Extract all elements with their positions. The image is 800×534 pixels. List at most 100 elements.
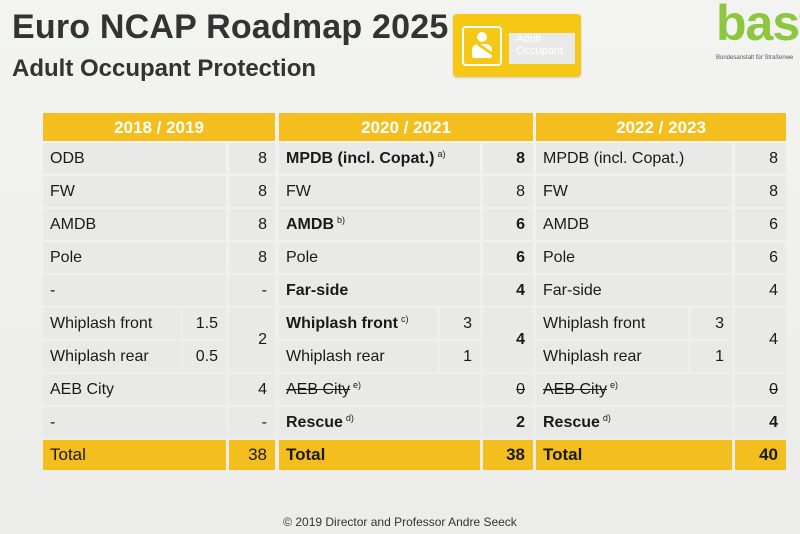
row-value: - (229, 275, 275, 306)
row-value: 8 (735, 176, 786, 207)
row-value: 8 (229, 242, 275, 273)
table-row: AMDB 8 (43, 209, 275, 240)
footnote-marker: b) (337, 215, 346, 225)
row-label: Pole (43, 242, 226, 273)
row-value: 4 (735, 308, 786, 372)
row-subvalue: 1.5 (183, 308, 226, 339)
table-row: ODB 8 (43, 143, 275, 174)
table-row: FW 8 (43, 176, 275, 207)
row-subvalue: 3 (691, 308, 732, 339)
row-value: 2 (229, 308, 275, 372)
table-row: Rescue d) 4 (536, 407, 786, 438)
row-value: 6 (735, 209, 786, 240)
total-label: Total (536, 440, 732, 470)
row-value: 2 (483, 407, 533, 438)
row-value: 4 (735, 275, 786, 306)
row-subvalue: 1 (440, 341, 480, 372)
column-2020-2021: 2020 / 2021 MPDB (incl. Copat.) a) 8 FW 8… (279, 113, 533, 470)
table-row: AMDB b) 6 (279, 209, 533, 240)
total-label: Total (43, 440, 226, 470)
footnote-marker: d) (345, 413, 354, 423)
row-subvalue: 3 (440, 308, 480, 339)
row-value: - (229, 407, 275, 438)
table-row: AEB City 4 (43, 374, 275, 405)
row-value: 0 (735, 374, 786, 405)
row-value: 8 (483, 143, 533, 174)
footnote-marker: d) (602, 413, 611, 423)
row-value: 4 (483, 308, 533, 372)
row-label: Whiplash rear (279, 341, 437, 372)
row-value: 6 (483, 209, 533, 240)
row-label: Rescue d) (279, 407, 480, 438)
row-value: 8 (229, 209, 275, 240)
column-header: 2022 / 2023 (536, 113, 786, 143)
row-value: 4 (735, 407, 786, 438)
column-2022-2023: 2022 / 2023 MPDB (incl. Copat.) 8 FW 8 A… (536, 113, 786, 470)
table-row: Pole 8 (43, 242, 275, 273)
table-row: MPDB (incl. Copat.) a) 8 (279, 143, 533, 174)
row-label: FW (43, 176, 226, 207)
row-label: Whiplash front c) (279, 308, 437, 339)
table-row: Far-side 4 (536, 275, 786, 306)
row-value: 6 (735, 242, 786, 273)
table-row-whiplash: Whiplash front 3 Whiplash rear 1 4 (536, 308, 786, 372)
row-label: AMDB (43, 209, 226, 240)
row-value: 8 (483, 176, 533, 207)
row-label: Whiplash front (43, 308, 181, 339)
row-label: Whiplash front (536, 308, 688, 339)
row-label: Whiplash rear (43, 341, 181, 372)
adult-occupant-badge: Adult Occupant (453, 14, 581, 77)
row-label: Far-side (536, 275, 732, 306)
table-row: MPDB (incl. Copat.) 8 (536, 143, 786, 174)
logo-tagline: Bundesanstalt für Straßenwe (716, 55, 794, 61)
row-value: 8 (735, 143, 786, 174)
row-label: Pole (279, 242, 480, 273)
table-row: - - (43, 275, 275, 306)
footnote-marker: e) (610, 380, 619, 390)
footnote-marker: e) (353, 380, 362, 390)
row-label: Far-side (279, 275, 480, 306)
column-header: 2018 / 2019 (43, 113, 275, 143)
table-row: AMDB 6 (536, 209, 786, 240)
table-row-whiplash: Whiplash front 1.5 Whiplash rear 0.5 2 (43, 308, 275, 372)
row-label: AEB City (43, 374, 226, 405)
row-label: ODB (43, 143, 226, 174)
badge-label: Adult Occupant (509, 33, 575, 64)
footer-copyright: © 2019 Director and Professor Andre Seec… (283, 515, 517, 529)
table-row: - - (43, 407, 275, 438)
bast-logo: bast Bundesanstalt für Straßenwe (716, 0, 800, 70)
slide-subtitle: Adult Occupant Protection (12, 55, 317, 82)
seatbelt-occupant-icon (462, 26, 502, 66)
footnote-marker: c) (400, 314, 409, 324)
row-label: FW (279, 176, 480, 207)
row-label: AEB City e) (279, 374, 480, 405)
row-label: Pole (536, 242, 732, 273)
table-row: FW 8 (536, 176, 786, 207)
table-row-whiplash: Whiplash front c) 3 Whiplash rear 1 4 (279, 308, 533, 372)
row-value: 4 (483, 275, 533, 306)
total-value: 38 (229, 440, 275, 470)
table-row: Far-side 4 (279, 275, 533, 306)
row-value: 6 (483, 242, 533, 273)
logo-word: bast (716, 0, 800, 51)
footnote-marker: a) (437, 149, 446, 159)
table-row: Pole 6 (536, 242, 786, 273)
row-value: 0 (483, 374, 533, 405)
row-label: Whiplash rear (536, 341, 688, 372)
row-label: AMDB b) (279, 209, 480, 240)
row-subvalue: 1 (691, 341, 732, 372)
row-value: 8 (229, 143, 275, 174)
total-row: Total 38 (279, 440, 533, 470)
table-row: AEB City e) 0 (279, 374, 533, 405)
row-label: - (43, 407, 226, 438)
table-row: FW 8 (279, 176, 533, 207)
table-row: AEB City e) 0 (536, 374, 786, 405)
row-value: 4 (229, 374, 275, 405)
total-label: Total (279, 440, 480, 470)
total-value: 40 (735, 440, 786, 470)
row-label: Rescue d) (536, 407, 732, 438)
row-label: - (43, 275, 226, 306)
column-header: 2020 / 2021 (279, 113, 533, 143)
table-row: Rescue d) 2 (279, 407, 533, 438)
row-label: MPDB (incl. Copat.) a) (279, 143, 480, 174)
